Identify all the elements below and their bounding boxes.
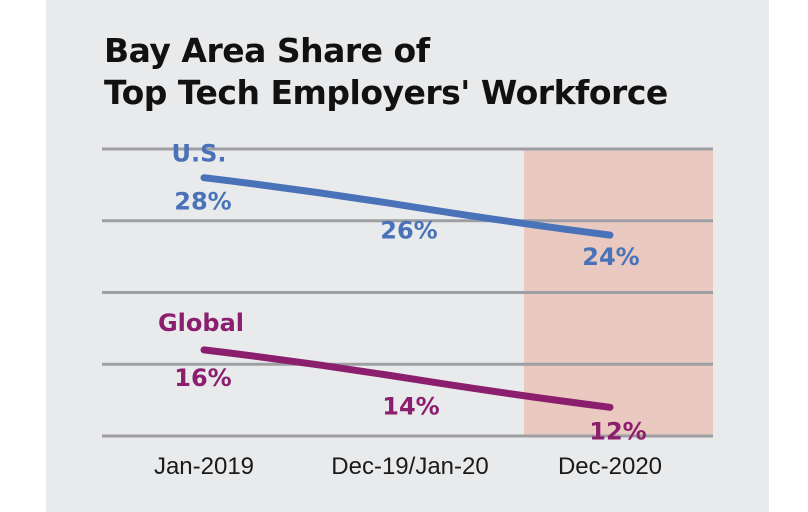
series-line-global [200,346,614,411]
data-label: 28% [174,188,231,216]
chart-title-line-2: Top Tech Employers' Workforce [104,73,668,112]
x-tick-label: Dec-2020 [558,453,662,480]
data-label: 12% [589,417,646,445]
data-label: 14% [382,393,439,421]
data-label: 16% [174,364,231,392]
chart-title-line-1: Bay Area Share of [104,31,430,70]
chart-title: Bay Area Share of Top Tech Employers' Wo… [104,30,668,114]
data-label: 24% [582,243,639,271]
series-name-label: Global [158,309,244,337]
data-label: 26% [380,216,437,244]
series-line-us [200,174,614,239]
x-tick-label: Dec-19/Jan-20 [331,453,488,480]
series-name-label: U.S. [171,140,226,168]
x-tick-label: Jan-2019 [154,453,254,480]
